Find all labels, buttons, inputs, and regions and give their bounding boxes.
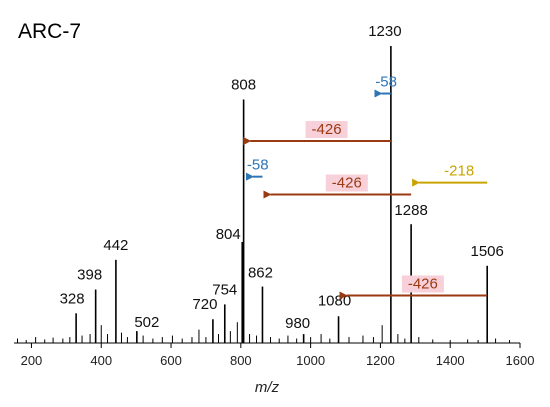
x-tick-label: 1600 bbox=[506, 353, 535, 368]
minor-peaks bbox=[16, 322, 511, 343]
loss-label-highlight bbox=[305, 121, 348, 139]
loss-label: -426 bbox=[312, 121, 342, 138]
peak-label-1288: 1288 bbox=[394, 202, 427, 219]
x-tick-label: 600 bbox=[160, 353, 182, 368]
loss-label-highlight bbox=[325, 174, 368, 192]
loss-label: -218 bbox=[444, 163, 474, 180]
x-tick-label: 200 bbox=[21, 353, 43, 368]
loss-annotation: -58 bbox=[246, 157, 269, 181]
peak-label-398: 398 bbox=[77, 267, 102, 284]
x-tick-label: 1400 bbox=[436, 353, 465, 368]
loss-label: -58 bbox=[247, 157, 269, 174]
peak-label-720: 720 bbox=[192, 296, 217, 313]
peak-label-1506: 1506 bbox=[471, 243, 504, 260]
x-tick-label: 400 bbox=[90, 353, 112, 368]
loss-annotation: -426 bbox=[339, 275, 488, 300]
loss-annotations: -426 -58 -58 -426 -218 -426 bbox=[243, 74, 488, 300]
peak-label-862: 862 bbox=[248, 265, 273, 282]
loss-label: -426 bbox=[408, 275, 438, 292]
peak-label-804: 804 bbox=[216, 226, 241, 243]
peak-label-502: 502 bbox=[134, 314, 159, 331]
loss-label: -426 bbox=[332, 175, 362, 192]
x-axis-ticks: 200 400 600 800 1000 1200 1400 1600 bbox=[21, 343, 535, 368]
loss-annotation: -426 bbox=[263, 174, 412, 199]
loss-annotation: -426 bbox=[243, 121, 391, 146]
loss-label: -58 bbox=[375, 74, 397, 91]
chart-title: ARC-7 bbox=[18, 20, 81, 43]
peak-label-328: 328 bbox=[60, 290, 85, 307]
x-tick-label: 800 bbox=[230, 353, 252, 368]
peak-label-808: 808 bbox=[231, 76, 256, 93]
peak-label-754: 754 bbox=[212, 281, 237, 298]
peak-label-1080: 1080 bbox=[318, 292, 351, 309]
loss-label-highlight bbox=[401, 275, 444, 293]
peak-label-1230: 1230 bbox=[368, 23, 401, 40]
x-tick-label: 1000 bbox=[296, 353, 325, 368]
loss-annotation: -218 bbox=[412, 163, 488, 187]
peak-label-980: 980 bbox=[285, 315, 310, 332]
peak-label-442: 442 bbox=[103, 237, 128, 254]
x-tick-label: 1200 bbox=[366, 353, 395, 368]
loss-annotation: -58 bbox=[374, 74, 397, 98]
x-axis-label: m/z bbox=[255, 379, 280, 396]
